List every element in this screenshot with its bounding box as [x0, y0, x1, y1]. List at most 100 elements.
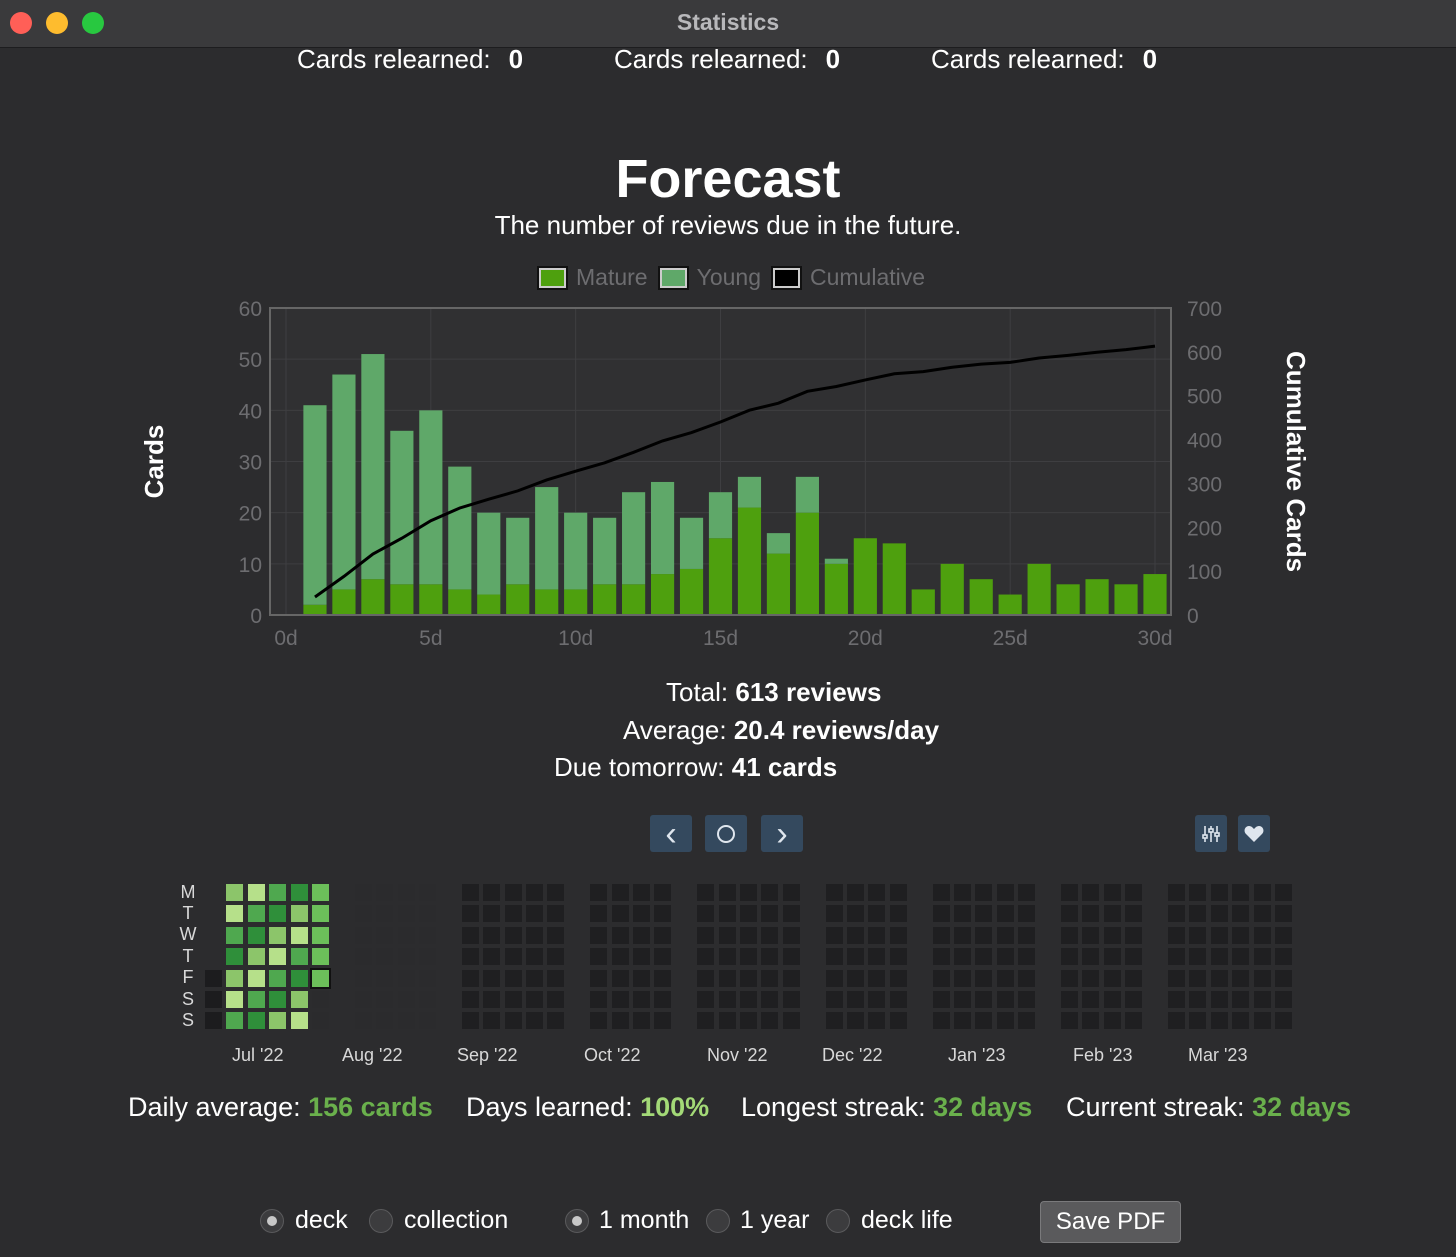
- heatmap-cell[interactable]: [269, 1012, 287, 1030]
- legend-label-young[interactable]: Young: [696, 264, 761, 290]
- heatmap-cell[interactable]: [611, 948, 629, 966]
- heatmap-cell[interactable]: [312, 884, 329, 901]
- heatmap-cell[interactable]: [247, 969, 265, 987]
- heatmap-cell[interactable]: [1210, 926, 1228, 944]
- heatmap-cell[interactable]: [718, 1012, 736, 1030]
- heatmap-cell[interactable]: [312, 905, 329, 923]
- heatmap-cell[interactable]: [397, 884, 415, 901]
- heatmap-cell[interactable]: [782, 969, 800, 987]
- heatmap-cell[interactable]: [354, 1012, 372, 1030]
- heatmap-cell[interactable]: [526, 969, 543, 987]
- heatmap-cell[interactable]: [847, 926, 864, 944]
- heatmap-cell[interactable]: [547, 884, 565, 901]
- heatmap-cell[interactable]: [718, 884, 736, 901]
- heatmap-cell[interactable]: [290, 948, 308, 966]
- heatmap-cell[interactable]: [889, 969, 907, 987]
- heatmap-cell[interactable]: [354, 969, 372, 987]
- heatmap-cell[interactable]: [376, 926, 394, 944]
- heatmap-cell[interactable]: [1125, 884, 1143, 901]
- heatmap-cell[interactable]: [782, 991, 800, 1008]
- heatmap-cell[interactable]: [889, 905, 907, 923]
- heatmap-cell[interactable]: [633, 1012, 650, 1030]
- heatmap-cell[interactable]: [782, 926, 800, 944]
- heatmap-cell[interactable]: [1103, 884, 1121, 901]
- heatmap-cell[interactable]: [312, 991, 329, 1008]
- heatmap-cell[interactable]: [697, 991, 715, 1008]
- heatmap-cell[interactable]: [996, 905, 1014, 923]
- heatmap-cell[interactable]: [761, 969, 779, 987]
- heatmap-cell[interactable]: [269, 969, 287, 987]
- heatmap-cell[interactable]: [740, 884, 757, 901]
- heatmap-cell[interactable]: [633, 948, 650, 966]
- heatmap-cell[interactable]: [1253, 991, 1271, 1008]
- heatmap-cell[interactable]: [1253, 1012, 1271, 1030]
- heatmap-cell[interactable]: [633, 905, 650, 923]
- save-pdf-button[interactable]: Save PDF: [1040, 1201, 1181, 1243]
- heatmap-cell[interactable]: [932, 884, 950, 901]
- heatmap-cell[interactable]: [697, 926, 715, 944]
- heatmap-cell[interactable]: [1125, 926, 1143, 944]
- legend-swatch-mature[interactable]: [537, 265, 568, 290]
- heatmap-cell[interactable]: [590, 884, 608, 901]
- heatmap-cell[interactable]: [654, 1012, 672, 1030]
- heatmap-cell[interactable]: [547, 969, 565, 987]
- heatmap-cell[interactable]: [1189, 948, 1207, 966]
- heatmap-cell[interactable]: [354, 991, 372, 1008]
- heatmap-cell[interactable]: [718, 991, 736, 1008]
- heatmap-cell[interactable]: [740, 948, 757, 966]
- heatmap-cell[interactable]: [247, 926, 265, 944]
- heatmap-cell[interactable]: [975, 926, 993, 944]
- close-window-button[interactable]: [10, 12, 32, 34]
- heatmap-cell[interactable]: [1082, 1012, 1100, 1030]
- minimize-window-button[interactable]: [46, 12, 68, 34]
- heatmap-cell[interactable]: [526, 905, 543, 923]
- heatmap-cell[interactable]: [354, 948, 372, 966]
- heatmap-cell[interactable]: [483, 1012, 501, 1030]
- heatmap-cell[interactable]: [461, 884, 479, 901]
- heatmap-cell[interactable]: [868, 1012, 886, 1030]
- heatmap-cell[interactable]: [633, 969, 650, 987]
- heatmap-cell[interactable]: [312, 926, 329, 944]
- heatmap-cell[interactable]: [654, 991, 672, 1008]
- heatmap-cell[interactable]: [932, 1012, 950, 1030]
- heatmap-cell[interactable]: [782, 1012, 800, 1030]
- heatmap-cell[interactable]: [226, 905, 244, 923]
- heatmap-cell[interactable]: [205, 969, 222, 987]
- heatmap-cell[interactable]: [504, 926, 522, 944]
- heatmap-cell[interactable]: [932, 991, 950, 1008]
- heatmap-cell[interactable]: [504, 1012, 522, 1030]
- heatmap-cell[interactable]: [975, 991, 993, 1008]
- heatmap-cell[interactable]: [611, 991, 629, 1008]
- heatmap-cell[interactable]: [868, 948, 886, 966]
- heatmap-cell[interactable]: [312, 1012, 329, 1030]
- heatmap-today-button[interactable]: [705, 815, 747, 852]
- heatmap-cell[interactable]: [247, 884, 265, 901]
- heatmap-cell[interactable]: [633, 926, 650, 944]
- heatmap-cell[interactable]: [376, 969, 394, 987]
- heatmap-cell[interactable]: [247, 905, 265, 923]
- heatmap-cell[interactable]: [483, 948, 501, 966]
- heatmap-cell[interactable]: [397, 926, 415, 944]
- heatmap-cell[interactable]: [847, 948, 864, 966]
- heatmap-cell[interactable]: [290, 991, 308, 1008]
- heatmap-cell[interactable]: [461, 1012, 479, 1030]
- heatmap-cell[interactable]: [1125, 1012, 1143, 1030]
- heatmap-cell[interactable]: [1103, 948, 1121, 966]
- heatmap-cell[interactable]: [1232, 948, 1250, 966]
- heatmap-cell[interactable]: [847, 969, 864, 987]
- heatmap-cell[interactable]: [310, 967, 331, 989]
- heatmap-cell[interactable]: [269, 948, 287, 966]
- heatmap-cell[interactable]: [1061, 948, 1078, 966]
- heatmap-cell[interactable]: [419, 926, 436, 944]
- heatmap-cell[interactable]: [226, 948, 244, 966]
- heatmap-cell[interactable]: [226, 1012, 244, 1030]
- heatmap-cell[interactable]: [889, 884, 907, 901]
- period-1-month-radio[interactable]: [565, 1209, 589, 1233]
- heatmap-cell[interactable]: [354, 926, 372, 944]
- heatmap-cell[interactable]: [1082, 884, 1100, 901]
- heatmap-cell[interactable]: [954, 1012, 971, 1030]
- heatmap-cell[interactable]: [868, 905, 886, 923]
- heatmap-cell[interactable]: [483, 884, 501, 901]
- heatmap-cell[interactable]: [1125, 948, 1143, 966]
- heatmap-cell[interactable]: [1253, 905, 1271, 923]
